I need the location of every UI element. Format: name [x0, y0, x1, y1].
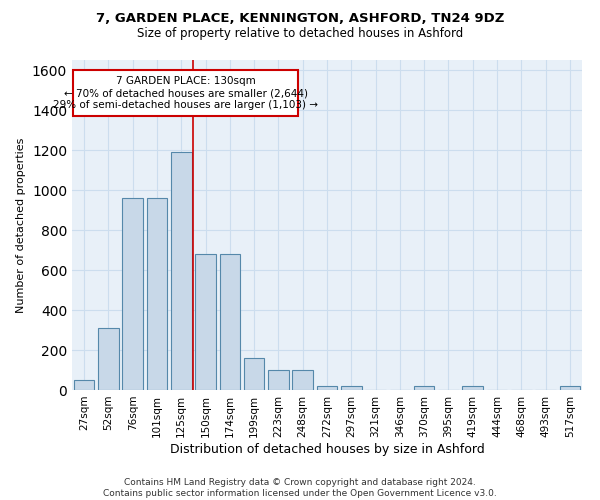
Bar: [463, 386, 483, 390]
X-axis label: Distribution of detached houses by size in Ashford: Distribution of detached houses by size …: [170, 442, 484, 456]
Text: Size of property relative to detached houses in Ashford: Size of property relative to detached ho…: [137, 28, 463, 40]
Text: 7 GARDEN PLACE: 130sqm
← 70% of detached houses are smaller (2,644)
29% of semi-: 7 GARDEN PLACE: 130sqm ← 70% of detached…: [53, 76, 318, 110]
Bar: [414, 386, 434, 390]
Bar: [98, 328, 119, 390]
Bar: [220, 254, 240, 390]
Bar: [122, 198, 143, 390]
Bar: [195, 254, 216, 390]
Bar: [317, 386, 337, 390]
Bar: [292, 370, 313, 390]
Bar: [268, 370, 289, 390]
Bar: [74, 380, 94, 390]
Y-axis label: Number of detached properties: Number of detached properties: [16, 138, 26, 312]
Text: 7, GARDEN PLACE, KENNINGTON, ASHFORD, TN24 9DZ: 7, GARDEN PLACE, KENNINGTON, ASHFORD, TN…: [96, 12, 504, 26]
Bar: [560, 386, 580, 390]
FancyBboxPatch shape: [73, 70, 298, 116]
Text: Contains HM Land Registry data © Crown copyright and database right 2024.
Contai: Contains HM Land Registry data © Crown c…: [103, 478, 497, 498]
Bar: [341, 386, 362, 390]
Bar: [244, 358, 265, 390]
Bar: [171, 152, 191, 390]
Bar: [146, 198, 167, 390]
